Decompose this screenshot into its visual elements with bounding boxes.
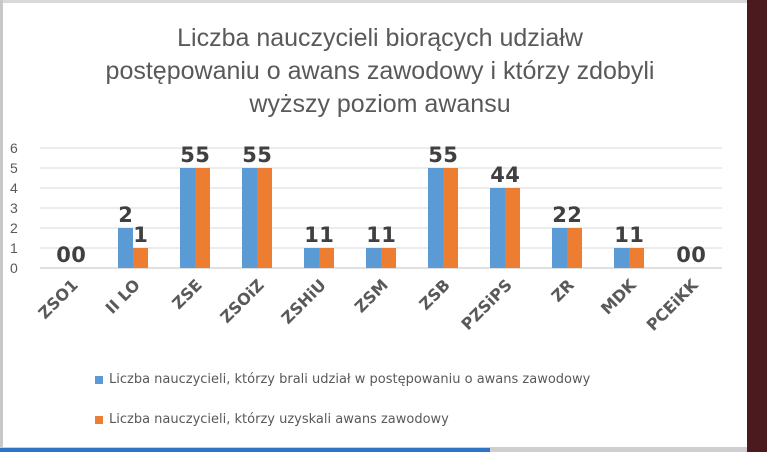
bar-promoted bbox=[381, 248, 396, 268]
x-tick-label: ZSM bbox=[351, 275, 392, 316]
bar-participated bbox=[552, 228, 567, 268]
y-tick-label: 3 bbox=[10, 200, 18, 216]
data-label: 1 bbox=[629, 223, 644, 247]
data-label: 0 bbox=[691, 243, 706, 267]
top-border bbox=[0, 0, 747, 3]
bar-promoted bbox=[629, 248, 644, 268]
y-tick-label: 5 bbox=[10, 160, 18, 176]
y-tick-label: 1 bbox=[10, 240, 18, 256]
x-tick-label: ZSO1 bbox=[35, 275, 82, 322]
x-tick-label: ZSB bbox=[415, 275, 453, 313]
right-strip bbox=[747, 0, 767, 452]
bar-promoted bbox=[195, 168, 210, 268]
data-label: 2 bbox=[118, 203, 133, 227]
bar-participated bbox=[614, 248, 629, 268]
x-tick-label: PCEiKK bbox=[643, 275, 703, 335]
y-tick-label: 6 bbox=[10, 140, 18, 156]
data-label: 0 bbox=[71, 243, 86, 267]
data-label: 1 bbox=[381, 223, 396, 247]
chart-title-line-3: wyższy poziom awansu bbox=[249, 90, 511, 118]
data-label: 5 bbox=[428, 143, 443, 167]
data-label: 1 bbox=[133, 223, 148, 247]
legend-swatch-blue bbox=[95, 376, 103, 384]
bar-participated bbox=[366, 248, 381, 268]
y-tick-label: 0 bbox=[10, 260, 18, 276]
x-tick-label: ZR bbox=[547, 275, 577, 305]
chart-title-line-1: Liczba nauczycieli biorących udziałw bbox=[177, 24, 583, 52]
chart-title: Liczba nauczycieli biorących udziałw pos… bbox=[60, 22, 700, 121]
x-tick-label: ZSE bbox=[168, 275, 206, 313]
data-label: 0 bbox=[56, 243, 71, 267]
data-label: 4 bbox=[490, 163, 505, 187]
legend-label-promoted: Liczba nauczycieli, którzy uzyskali awan… bbox=[109, 412, 449, 427]
legend-label-participated: Liczba nauczycieli, którzy brali udział … bbox=[109, 372, 591, 387]
bar-participated bbox=[304, 248, 319, 268]
bar-promoted bbox=[133, 248, 148, 268]
x-tick-label: ZSHiU bbox=[278, 275, 330, 327]
y-tick-label: 4 bbox=[10, 180, 18, 196]
bar-participated bbox=[180, 168, 195, 268]
data-label: 1 bbox=[319, 223, 334, 247]
data-label: 5 bbox=[443, 143, 458, 167]
x-tick-label: ZSOiZ bbox=[216, 275, 267, 326]
x-tick-label: II LO bbox=[102, 275, 144, 317]
legend: Liczba nauczycieli, którzy brali udział … bbox=[95, 372, 735, 452]
legend-swatch-orange bbox=[95, 416, 103, 424]
bar-participated bbox=[242, 168, 257, 268]
data-label: 2 bbox=[567, 203, 582, 227]
x-tick-label: MDK bbox=[597, 275, 640, 318]
bottom-accent-bar bbox=[0, 448, 490, 452]
data-label: 4 bbox=[505, 163, 520, 187]
left-border bbox=[0, 0, 3, 452]
bar-promoted bbox=[257, 168, 272, 268]
data-label: 5 bbox=[195, 143, 210, 167]
data-label: 1 bbox=[614, 223, 629, 247]
data-label: 2 bbox=[552, 203, 567, 227]
bar-promoted bbox=[505, 188, 520, 268]
data-label: 5 bbox=[180, 143, 195, 167]
legend-item-participated: Liczba nauczycieli, którzy brali udział … bbox=[95, 372, 735, 392]
x-tick-label: PZSiPS bbox=[457, 275, 515, 333]
data-label: 1 bbox=[304, 223, 319, 247]
bar-participated bbox=[428, 168, 443, 268]
data-label: 5 bbox=[257, 143, 272, 167]
bar-promoted bbox=[319, 248, 334, 268]
data-label: 1 bbox=[366, 223, 381, 247]
y-tick-label: 2 bbox=[10, 220, 18, 236]
data-label: 0 bbox=[676, 243, 691, 267]
bar-promoted bbox=[567, 228, 582, 268]
bar-participated bbox=[118, 228, 133, 268]
data-label: 5 bbox=[242, 143, 257, 167]
legend-item-promoted: Liczba nauczycieli, którzy uzyskali awan… bbox=[95, 412, 735, 432]
bar-promoted bbox=[443, 168, 458, 268]
chart-title-line-2: postępowaniu o awans zawodowy i którzy z… bbox=[105, 57, 655, 85]
bar-participated bbox=[490, 188, 505, 268]
